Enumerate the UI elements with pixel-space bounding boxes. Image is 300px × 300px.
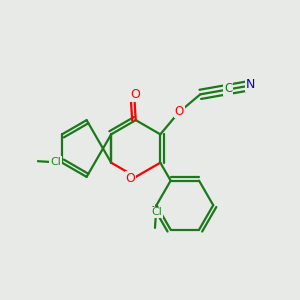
Text: Cl: Cl xyxy=(50,157,61,167)
Text: C: C xyxy=(224,82,232,95)
Text: O: O xyxy=(130,88,140,101)
Text: O: O xyxy=(175,105,184,118)
Text: Cl: Cl xyxy=(151,207,162,217)
Text: N: N xyxy=(246,78,255,91)
Text: O: O xyxy=(125,172,135,184)
